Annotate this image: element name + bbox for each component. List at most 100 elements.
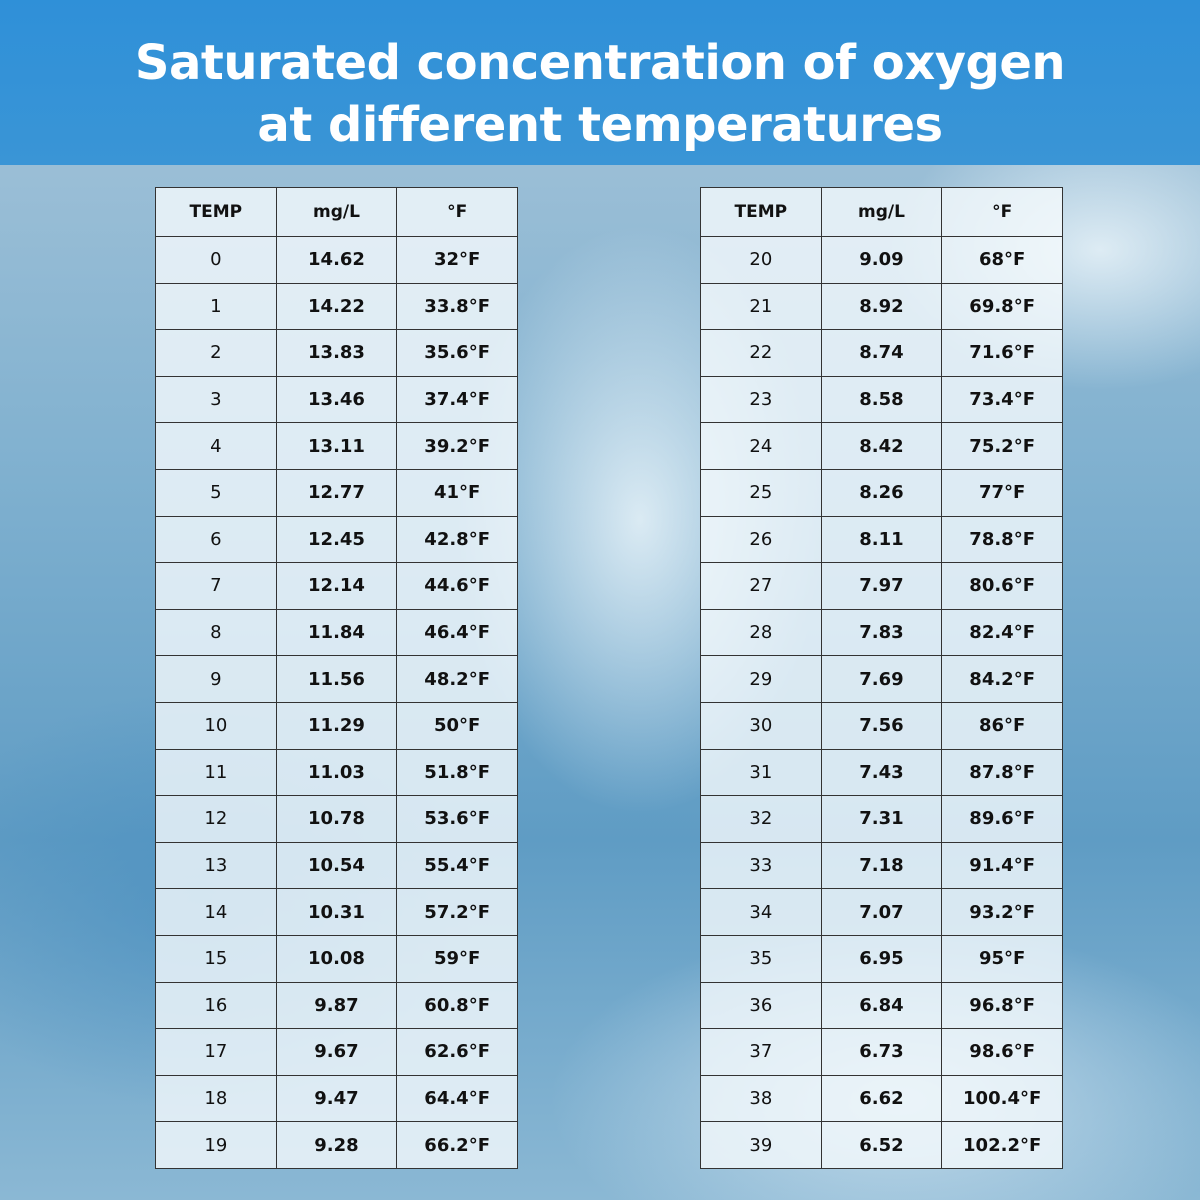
fahrenheit-cell: 57.2°F [396,888,518,936]
fahrenheit-cell: 55.4°F [396,841,518,890]
fahrenheit-cell: 84.2°F [941,655,1063,703]
fahrenheit-cell: 33.8°F [396,282,518,331]
fahrenheit-cell: 96.8°F [941,981,1063,1030]
temp-cell: 2 [155,329,277,377]
table-row: 24 8.42 75.2°F [700,422,1063,470]
table-row: 8 11.84 46.4°F [155,608,518,657]
table-row: 27 7.97 80.6°F [700,562,1063,610]
table-row: 12 10.78 53.6°F [155,795,518,843]
table-row: 28 7.83 82.4°F [700,608,1063,657]
fahrenheit-cell: 89.6°F [941,795,1063,843]
table-row: 33 7.18 91.4°F [700,841,1063,890]
temp-cell: 29 [700,655,822,703]
temp-cell: 28 [700,608,822,657]
table-row: 7 12.14 44.6°F [155,562,518,610]
mgl-cell: 6.95 [820,934,943,983]
temp-cell: 12 [155,795,277,843]
temp-cell: 20 [700,236,822,284]
table-row: 11 11.03 51.8°F [155,748,518,797]
header-cell: mg/L [275,187,398,237]
title-banner: Saturated concentration of oxygen at dif… [0,0,1200,165]
fahrenheit-cell: 93.2°F [941,888,1063,936]
fahrenheit-cell: 60.8°F [396,981,518,1030]
temp-cell: 31 [700,748,822,797]
mgl-cell: 12.77 [275,468,398,517]
mgl-cell: 8.11 [820,515,943,564]
temp-cell: 8 [155,608,277,657]
mgl-cell: 11.03 [275,748,398,797]
mgl-cell: 10.78 [275,795,398,843]
table-row: 10 11.29 50°F [155,701,518,750]
table-row: 34 7.07 93.2°F [700,888,1063,936]
mgl-cell: 9.67 [275,1028,398,1076]
fahrenheit-cell: 59°F [396,934,518,983]
fahrenheit-cell: 32°F [396,236,518,284]
fahrenheit-cell: 48.2°F [396,655,518,703]
mgl-cell: 11.84 [275,608,398,657]
fahrenheit-cell: 73.4°F [941,375,1063,424]
mgl-cell: 7.83 [820,608,943,657]
fahrenheit-cell: 71.6°F [941,329,1063,377]
header-cell: TEMP [700,187,822,237]
table-row: 21 8.92 69.8°F [700,282,1063,331]
fahrenheit-cell: 78.8°F [941,515,1063,564]
fahrenheit-cell: 46.4°F [396,608,518,657]
mgl-cell: 7.56 [820,701,943,750]
fahrenheit-cell: 41°F [396,468,518,517]
fahrenheit-cell: 80.6°F [941,562,1063,610]
mgl-cell: 13.11 [275,422,398,470]
header-cell: °F [941,187,1063,237]
table-row: 1 14.22 33.8°F [155,282,518,331]
table-row: 13 10.54 55.4°F [155,841,518,890]
mgl-cell: 11.56 [275,655,398,703]
temp-cell: 26 [700,515,822,564]
fahrenheit-cell: 87.8°F [941,748,1063,797]
temp-cell: 18 [155,1074,277,1123]
temp-cell: 36 [700,981,822,1030]
oxygen-table: TEMP mg/L °F 0 14.62 32°F 1 14.22 33.8°F 2 13.83 35… [155,187,518,1169]
fahrenheit-cell: 50°F [396,701,518,750]
temp-cell: 32 [700,795,822,843]
table-row: 17 9.67 62.6°F [155,1028,518,1076]
oxygen-table: TEMP mg/L °F 20 9.09 68°F 21 8.92 69.8°F 22 8.74 71… [700,187,1063,1169]
mgl-cell: 10.54 [275,841,398,890]
mgl-cell: 10.08 [275,934,398,983]
table-row: 26 8.11 78.8°F [700,515,1063,564]
mgl-cell: 7.97 [820,562,943,610]
mgl-cell: 14.62 [275,236,398,284]
mgl-cell: 12.45 [275,515,398,564]
table-row: 18 9.47 64.4°F [155,1074,518,1123]
fahrenheit-cell: 66.2°F [396,1121,518,1169]
table-row: 31 7.43 87.8°F [700,748,1063,797]
temp-cell: 27 [700,562,822,610]
fahrenheit-cell: 98.6°F [941,1028,1063,1076]
mgl-cell: 13.83 [275,329,398,377]
temp-cell: 22 [700,329,822,377]
header-cell: °F [396,187,518,237]
mgl-cell: 11.29 [275,701,398,750]
temp-cell: 19 [155,1121,277,1169]
temp-cell: 14 [155,888,277,936]
fahrenheit-cell: 42.8°F [396,515,518,564]
mgl-cell: 6.52 [820,1121,943,1169]
title-line: Saturated concentration of oxygen [134,35,1066,91]
table-row: 16 9.87 60.8°F [155,981,518,1030]
temp-cell: 34 [700,888,822,936]
table-row: 20 9.09 68°F [700,236,1063,284]
temp-cell: 25 [700,468,822,517]
header-row: TEMP mg/L °F [155,187,518,237]
fahrenheit-cell: 69.8°F [941,282,1063,331]
fahrenheit-cell: 86°F [941,701,1063,750]
mgl-cell: 8.92 [820,282,943,331]
mgl-cell: 6.62 [820,1074,943,1123]
table-row: 35 6.95 95°F [700,934,1063,983]
temp-cell: 30 [700,701,822,750]
fahrenheit-cell: 75.2°F [941,422,1063,470]
mgl-cell: 8.26 [820,468,943,517]
table-row: 6 12.45 42.8°F [155,515,518,564]
temp-cell: 10 [155,701,277,750]
table-row: 2 13.83 35.6°F [155,329,518,377]
fahrenheit-cell: 37.4°F [396,375,518,424]
temp-cell: 39 [700,1121,822,1169]
